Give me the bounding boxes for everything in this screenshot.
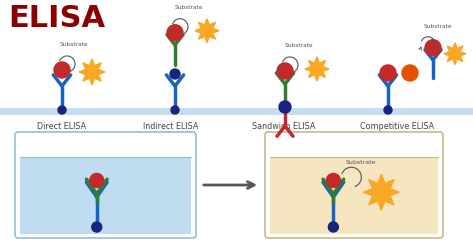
Text: Direct ELISA: Direct ELISA (37, 122, 86, 131)
Circle shape (167, 25, 183, 41)
Polygon shape (363, 174, 399, 210)
Text: Substrate: Substrate (175, 5, 203, 10)
Circle shape (92, 222, 102, 232)
Circle shape (384, 106, 392, 114)
Text: Substrate: Substrate (285, 43, 313, 48)
Circle shape (90, 173, 104, 187)
Text: Indirect ELISA: Indirect ELISA (142, 122, 198, 131)
Circle shape (58, 106, 66, 114)
Polygon shape (444, 43, 466, 65)
Bar (270, 157, 438, 234)
Polygon shape (195, 19, 219, 43)
Circle shape (279, 101, 291, 113)
Text: Substrate: Substrate (60, 42, 88, 47)
Circle shape (171, 106, 179, 114)
Text: Substrate: Substrate (424, 24, 452, 29)
Circle shape (328, 222, 338, 232)
Circle shape (402, 65, 418, 81)
Bar (0, 108, 473, 115)
Circle shape (380, 65, 396, 81)
Text: Competitive ELISA: Competitive ELISA (360, 122, 434, 131)
Circle shape (54, 62, 70, 78)
Circle shape (277, 63, 293, 79)
Text: Sandwich ELISA: Sandwich ELISA (252, 122, 315, 131)
Text: Substrate: Substrate (346, 160, 377, 165)
Circle shape (326, 173, 341, 187)
Polygon shape (79, 59, 105, 85)
Polygon shape (305, 57, 329, 81)
Circle shape (425, 40, 441, 56)
FancyBboxPatch shape (265, 132, 443, 238)
Text: ELISA: ELISA (8, 4, 105, 33)
Bar (20, 157, 191, 234)
FancyBboxPatch shape (15, 132, 196, 238)
Circle shape (170, 69, 180, 79)
